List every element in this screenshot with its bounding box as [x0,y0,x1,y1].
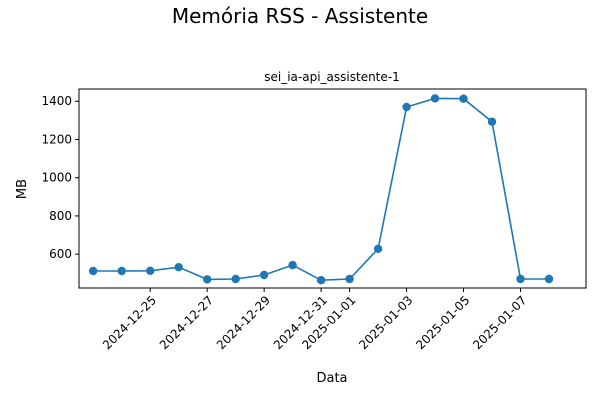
y-tick-label: 800 [49,209,72,223]
data-point [516,274,525,284]
data-point [487,117,497,126]
data-point [345,274,354,284]
axes-title: sei_ia-api_assistente-1 [264,70,399,84]
x-tick-label: 2024-12-29 [214,293,273,352]
data-point [203,275,212,284]
data-point [288,260,297,270]
data-point [259,270,269,280]
y-axis-label: MB [15,179,30,199]
x-tick-label: 2025-01-05 [413,293,472,352]
data-point [544,274,554,284]
data-point [174,263,183,272]
y-tick-label: 600 [49,247,72,261]
x-tick-label: 2025-01-07 [470,293,529,352]
data-point [231,274,240,284]
x-tick-label: 2025-01-03 [356,293,415,352]
data-point [373,244,383,253]
data-point [117,266,126,276]
data-point [146,266,155,275]
y-tick-label: 1200 [41,132,72,146]
x-tick-label: 2024-12-25 [100,293,159,352]
data-point [430,94,440,103]
x-axis: 2024-12-252024-12-272024-12-292024-12-31… [100,288,529,352]
series-group [89,94,554,285]
x-axis-label: Data [316,371,347,386]
data-point [89,266,98,276]
series-line [93,97,549,282]
data-point [402,102,411,112]
x-tick-label: 2024-12-27 [157,293,216,352]
figure-title: Memória RSS - Assistente [171,4,429,28]
y-tick-label: 1400 [41,94,72,108]
y-axis: 600 800 1000 1200 1400 [41,94,79,261]
data-point [316,276,326,285]
plot-area [78,88,587,289]
y-tick-label: 1000 [41,171,72,185]
data-point [459,94,468,103]
